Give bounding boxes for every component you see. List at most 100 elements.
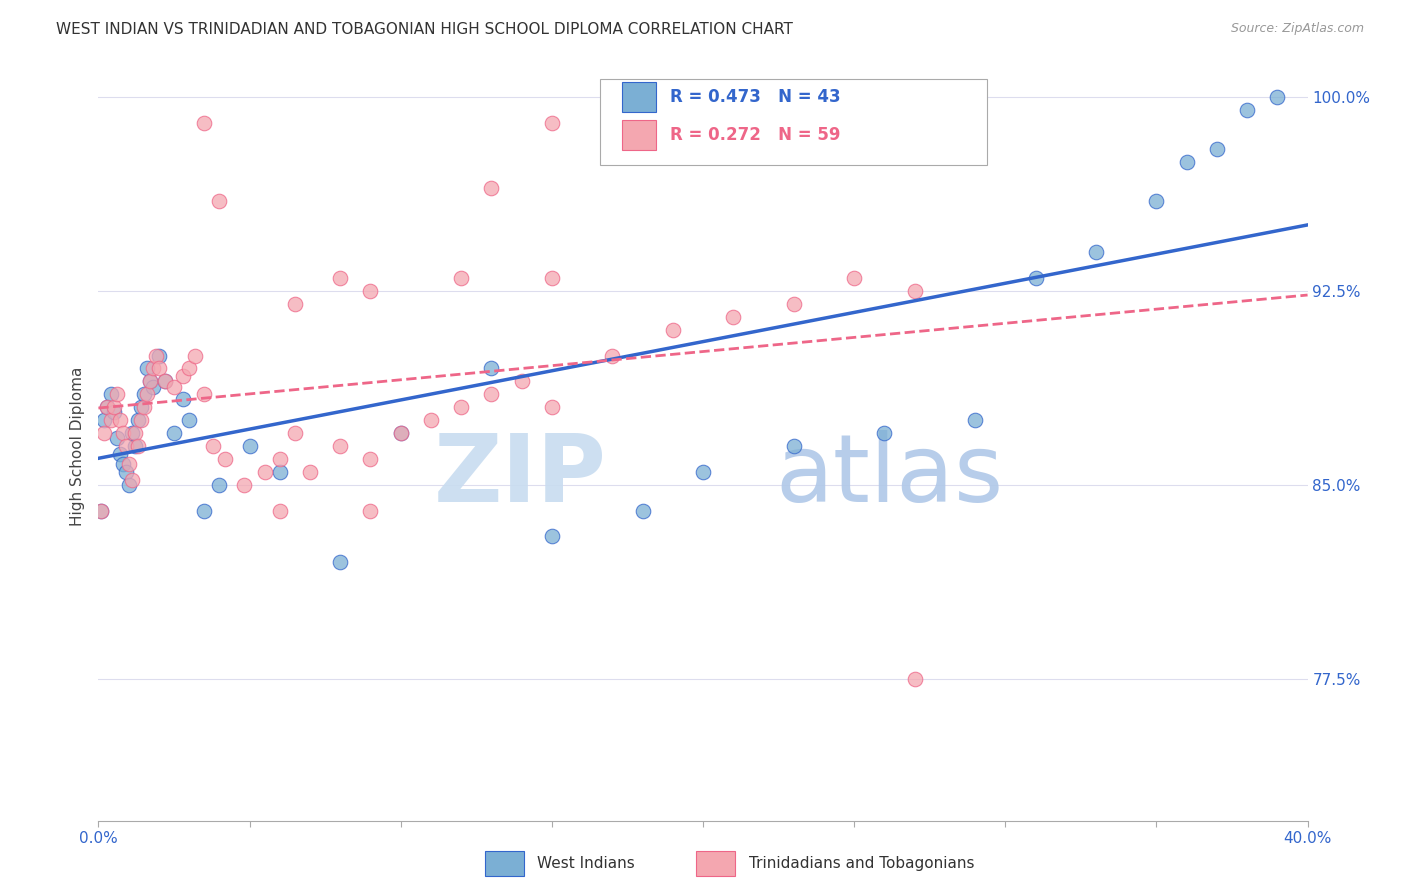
Text: R = 0.272   N = 59: R = 0.272 N = 59 — [671, 126, 841, 144]
Point — [148, 361, 170, 376]
Text: ZIP: ZIP — [433, 430, 606, 522]
Point — [481, 361, 503, 376]
Point — [661, 323, 683, 337]
Text: atlas: atlas — [776, 430, 1004, 522]
Point — [135, 387, 157, 401]
Point — [145, 349, 167, 363]
Point — [631, 503, 654, 517]
Point — [602, 349, 624, 363]
Y-axis label: High School Diploma: High School Diploma — [69, 367, 84, 525]
Point — [904, 284, 927, 298]
Point — [93, 413, 115, 427]
Point — [284, 297, 307, 311]
Point — [269, 451, 291, 466]
Point — [132, 401, 155, 415]
Point — [121, 473, 143, 487]
Point — [103, 401, 125, 415]
Point — [139, 375, 162, 389]
Point — [90, 503, 112, 517]
Point — [360, 284, 382, 298]
Point — [108, 413, 131, 427]
Point — [214, 451, 236, 466]
Point — [118, 477, 141, 491]
Point — [148, 349, 170, 363]
Point — [1024, 271, 1046, 285]
Text: WEST INDIAN VS TRINIDADIAN AND TOBAGONIAN HIGH SCHOOL DIPLOMA CORRELATION CHART: WEST INDIAN VS TRINIDADIAN AND TOBAGONIA… — [56, 22, 793, 37]
Point — [96, 401, 118, 415]
Point — [1267, 90, 1289, 104]
Point — [114, 465, 136, 479]
Point — [253, 465, 276, 479]
Point — [93, 426, 115, 441]
FancyBboxPatch shape — [621, 120, 655, 150]
Point — [105, 431, 128, 445]
Point — [481, 180, 503, 194]
Point — [1175, 154, 1198, 169]
Point — [965, 413, 987, 427]
Point — [329, 439, 352, 453]
Point — [100, 413, 122, 427]
Point — [450, 401, 472, 415]
Point — [329, 555, 352, 569]
Point — [111, 426, 134, 441]
Point — [232, 477, 254, 491]
Point — [783, 297, 806, 311]
FancyBboxPatch shape — [621, 82, 655, 112]
Point — [360, 503, 382, 517]
Point — [129, 413, 152, 427]
Point — [873, 426, 896, 441]
Point — [783, 439, 806, 453]
Point — [510, 375, 533, 389]
Point — [127, 439, 149, 453]
Point — [360, 451, 382, 466]
Point — [184, 349, 207, 363]
Point — [179, 361, 201, 376]
Point — [90, 503, 112, 517]
Point — [1085, 245, 1108, 260]
Point — [329, 271, 352, 285]
Point — [904, 672, 927, 686]
Point — [481, 387, 503, 401]
Point — [132, 387, 155, 401]
Point — [124, 439, 146, 453]
Point — [153, 375, 176, 389]
Point — [105, 387, 128, 401]
Point — [135, 361, 157, 376]
Text: Source: ZipAtlas.com: Source: ZipAtlas.com — [1230, 22, 1364, 36]
Point — [208, 477, 231, 491]
Point — [1236, 103, 1258, 117]
Point — [118, 457, 141, 471]
Point — [420, 413, 443, 427]
Point — [193, 503, 215, 517]
Point — [124, 426, 146, 441]
Point — [284, 426, 307, 441]
Point — [389, 426, 412, 441]
Point — [389, 426, 412, 441]
Point — [540, 116, 562, 130]
Point — [163, 379, 186, 393]
Point — [202, 439, 225, 453]
Point — [844, 271, 866, 285]
Text: Trinidadians and Tobagonians: Trinidadians and Tobagonians — [749, 856, 974, 871]
Point — [163, 426, 186, 441]
Point — [172, 369, 194, 384]
Point — [450, 271, 472, 285]
Point — [103, 405, 125, 419]
Point — [127, 413, 149, 427]
Point — [111, 457, 134, 471]
Point — [172, 392, 194, 407]
Point — [96, 401, 118, 415]
Point — [100, 387, 122, 401]
Point — [129, 401, 152, 415]
Point — [139, 375, 162, 389]
Point — [299, 465, 322, 479]
Point — [208, 194, 231, 208]
Point — [540, 271, 562, 285]
Point — [114, 439, 136, 453]
Point — [1144, 194, 1167, 208]
Point — [142, 361, 165, 376]
Point — [540, 529, 562, 543]
Text: R = 0.473   N = 43: R = 0.473 N = 43 — [671, 88, 841, 106]
Point — [540, 401, 562, 415]
Point — [121, 426, 143, 441]
